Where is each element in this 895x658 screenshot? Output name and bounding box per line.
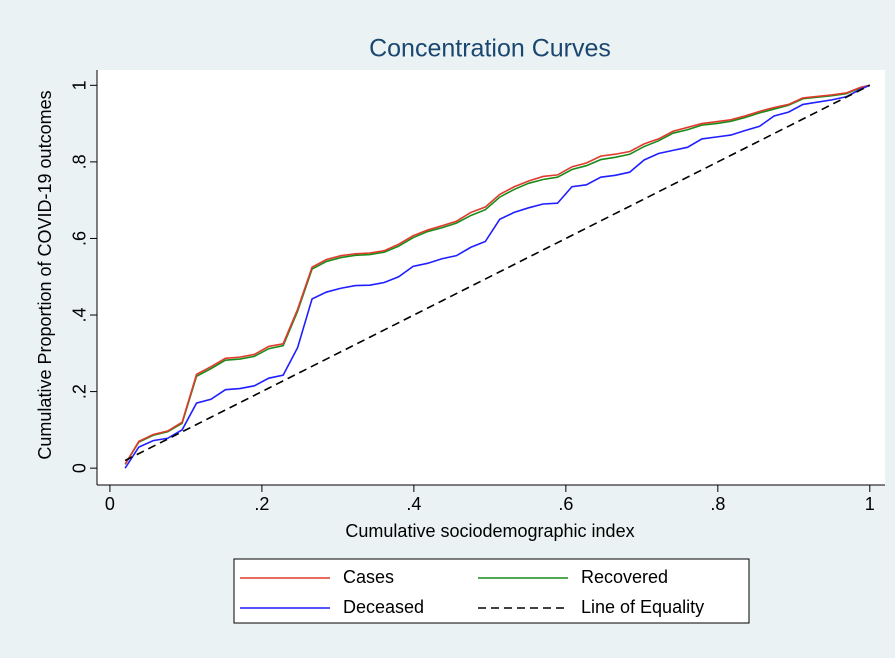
chart-title: Concentration Curves xyxy=(369,35,611,63)
legend-label: Line of Equality xyxy=(581,597,704,617)
legend-label: Cases xyxy=(343,567,394,587)
series-line xyxy=(124,84,870,465)
x-tick-label: 1 xyxy=(865,494,875,514)
legend-label: Deceased xyxy=(343,597,424,617)
series-line xyxy=(124,84,870,465)
plot-area xyxy=(97,70,885,485)
x-tick-label: 0 xyxy=(105,494,115,514)
y-tick-label: .6 xyxy=(70,231,90,246)
x-tick-label: .2 xyxy=(254,494,269,514)
legend xyxy=(233,558,750,624)
y-axis-title: Cumulative Proportion of COVID-19 outcom… xyxy=(35,90,55,459)
x-tick-label: .8 xyxy=(710,494,725,514)
legend-items: Cases Recovered Deceased Line of Equality xyxy=(240,567,704,617)
y-tick-label: .2 xyxy=(70,384,90,399)
x-tick-label: .4 xyxy=(406,494,421,514)
series-line xyxy=(124,84,871,462)
x-tick-label: .6 xyxy=(558,494,573,514)
series-line xyxy=(124,84,871,469)
y-tick-label: .8 xyxy=(70,154,90,169)
x-axis-title: Cumulative sociodemographic index xyxy=(345,521,634,541)
legend-label: Recovered xyxy=(581,567,668,587)
y-tick-label: 1 xyxy=(70,80,90,90)
series xyxy=(124,84,871,469)
y-tick-label: 0 xyxy=(70,463,90,473)
y-tick-label: .4 xyxy=(70,308,90,323)
